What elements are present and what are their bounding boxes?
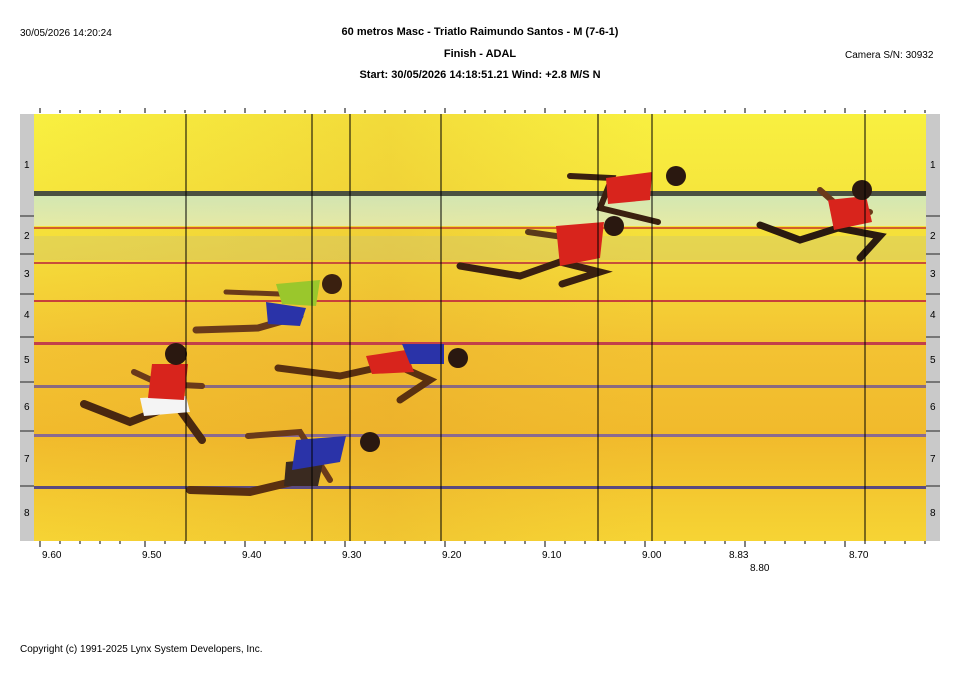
- lane-number-left-5: 5: [24, 355, 30, 366]
- lane-number-right-1: 1: [930, 160, 936, 171]
- lane-number-left-8: 8: [24, 508, 30, 519]
- time-tick-label: 9.10: [542, 550, 562, 561]
- time-tick-label: 9.50: [142, 550, 162, 561]
- time-tick-label: 9.00: [642, 550, 662, 561]
- lane-number-left-3: 3: [24, 269, 30, 280]
- lane-number-right-7: 7: [930, 454, 936, 465]
- left-lane-strip: [20, 114, 34, 541]
- time-cursor-lines: [185, 114, 866, 541]
- lane-number-left-7: 7: [24, 454, 30, 465]
- time-tick-label: 9.40: [242, 550, 262, 561]
- lane-number-right-5: 5: [930, 355, 936, 366]
- time-tick-label: 8.70: [849, 550, 869, 561]
- runner-lane-1: [756, 180, 887, 262]
- lane-number-right-8: 8: [930, 508, 936, 519]
- lane-number-right-3: 3: [930, 269, 936, 280]
- start-wind-info: Start: 30/05/2026 14:18:51.21 Wind: +2.8…: [359, 69, 601, 81]
- capture-timestamp: 30/05/2026 14:20:24: [20, 28, 112, 39]
- lane-number-right-4: 4: [930, 310, 936, 321]
- runner-lane-5: [80, 343, 206, 444]
- camera-serial: Camera S/N: 30932: [845, 50, 934, 61]
- top-tick-ruler: [39, 108, 926, 113]
- lane-number-right-2: 2: [930, 231, 936, 242]
- time-tick-label: 9.20: [442, 550, 462, 561]
- event-title: 60 metros Masc - Triatlo Raimundo Santos…: [341, 26, 619, 38]
- lane-number-right-6: 6: [930, 402, 936, 413]
- time-tick-label-extra: 8.80: [750, 563, 770, 574]
- lane-number-left-1: 1: [24, 160, 30, 171]
- right-lane-strip: [926, 114, 940, 541]
- copyright-notice: Copyright (c) 1991-2025 Lynx System Deve…: [20, 644, 263, 655]
- lane-number-left-4: 4: [24, 310, 30, 321]
- runner-lane-2: [456, 216, 624, 288]
- bottom-tick-ruler: [39, 541, 926, 547]
- lane-number-left-2: 2: [24, 231, 30, 242]
- runner-lane-6: [186, 428, 380, 497]
- time-tick-label: 8.83: [729, 550, 749, 561]
- time-tick-label: 9.60: [42, 550, 62, 561]
- event-subtitle: Finish - ADAL: [443, 48, 517, 60]
- lane-lines: [34, 191, 926, 489]
- runner-lane-4: [274, 344, 468, 404]
- lane-number-left-6: 6: [24, 402, 30, 413]
- runner-lane-3: [192, 274, 342, 334]
- runner-lane-1b: [567, 166, 686, 225]
- time-tick-label: 9.30: [342, 550, 362, 561]
